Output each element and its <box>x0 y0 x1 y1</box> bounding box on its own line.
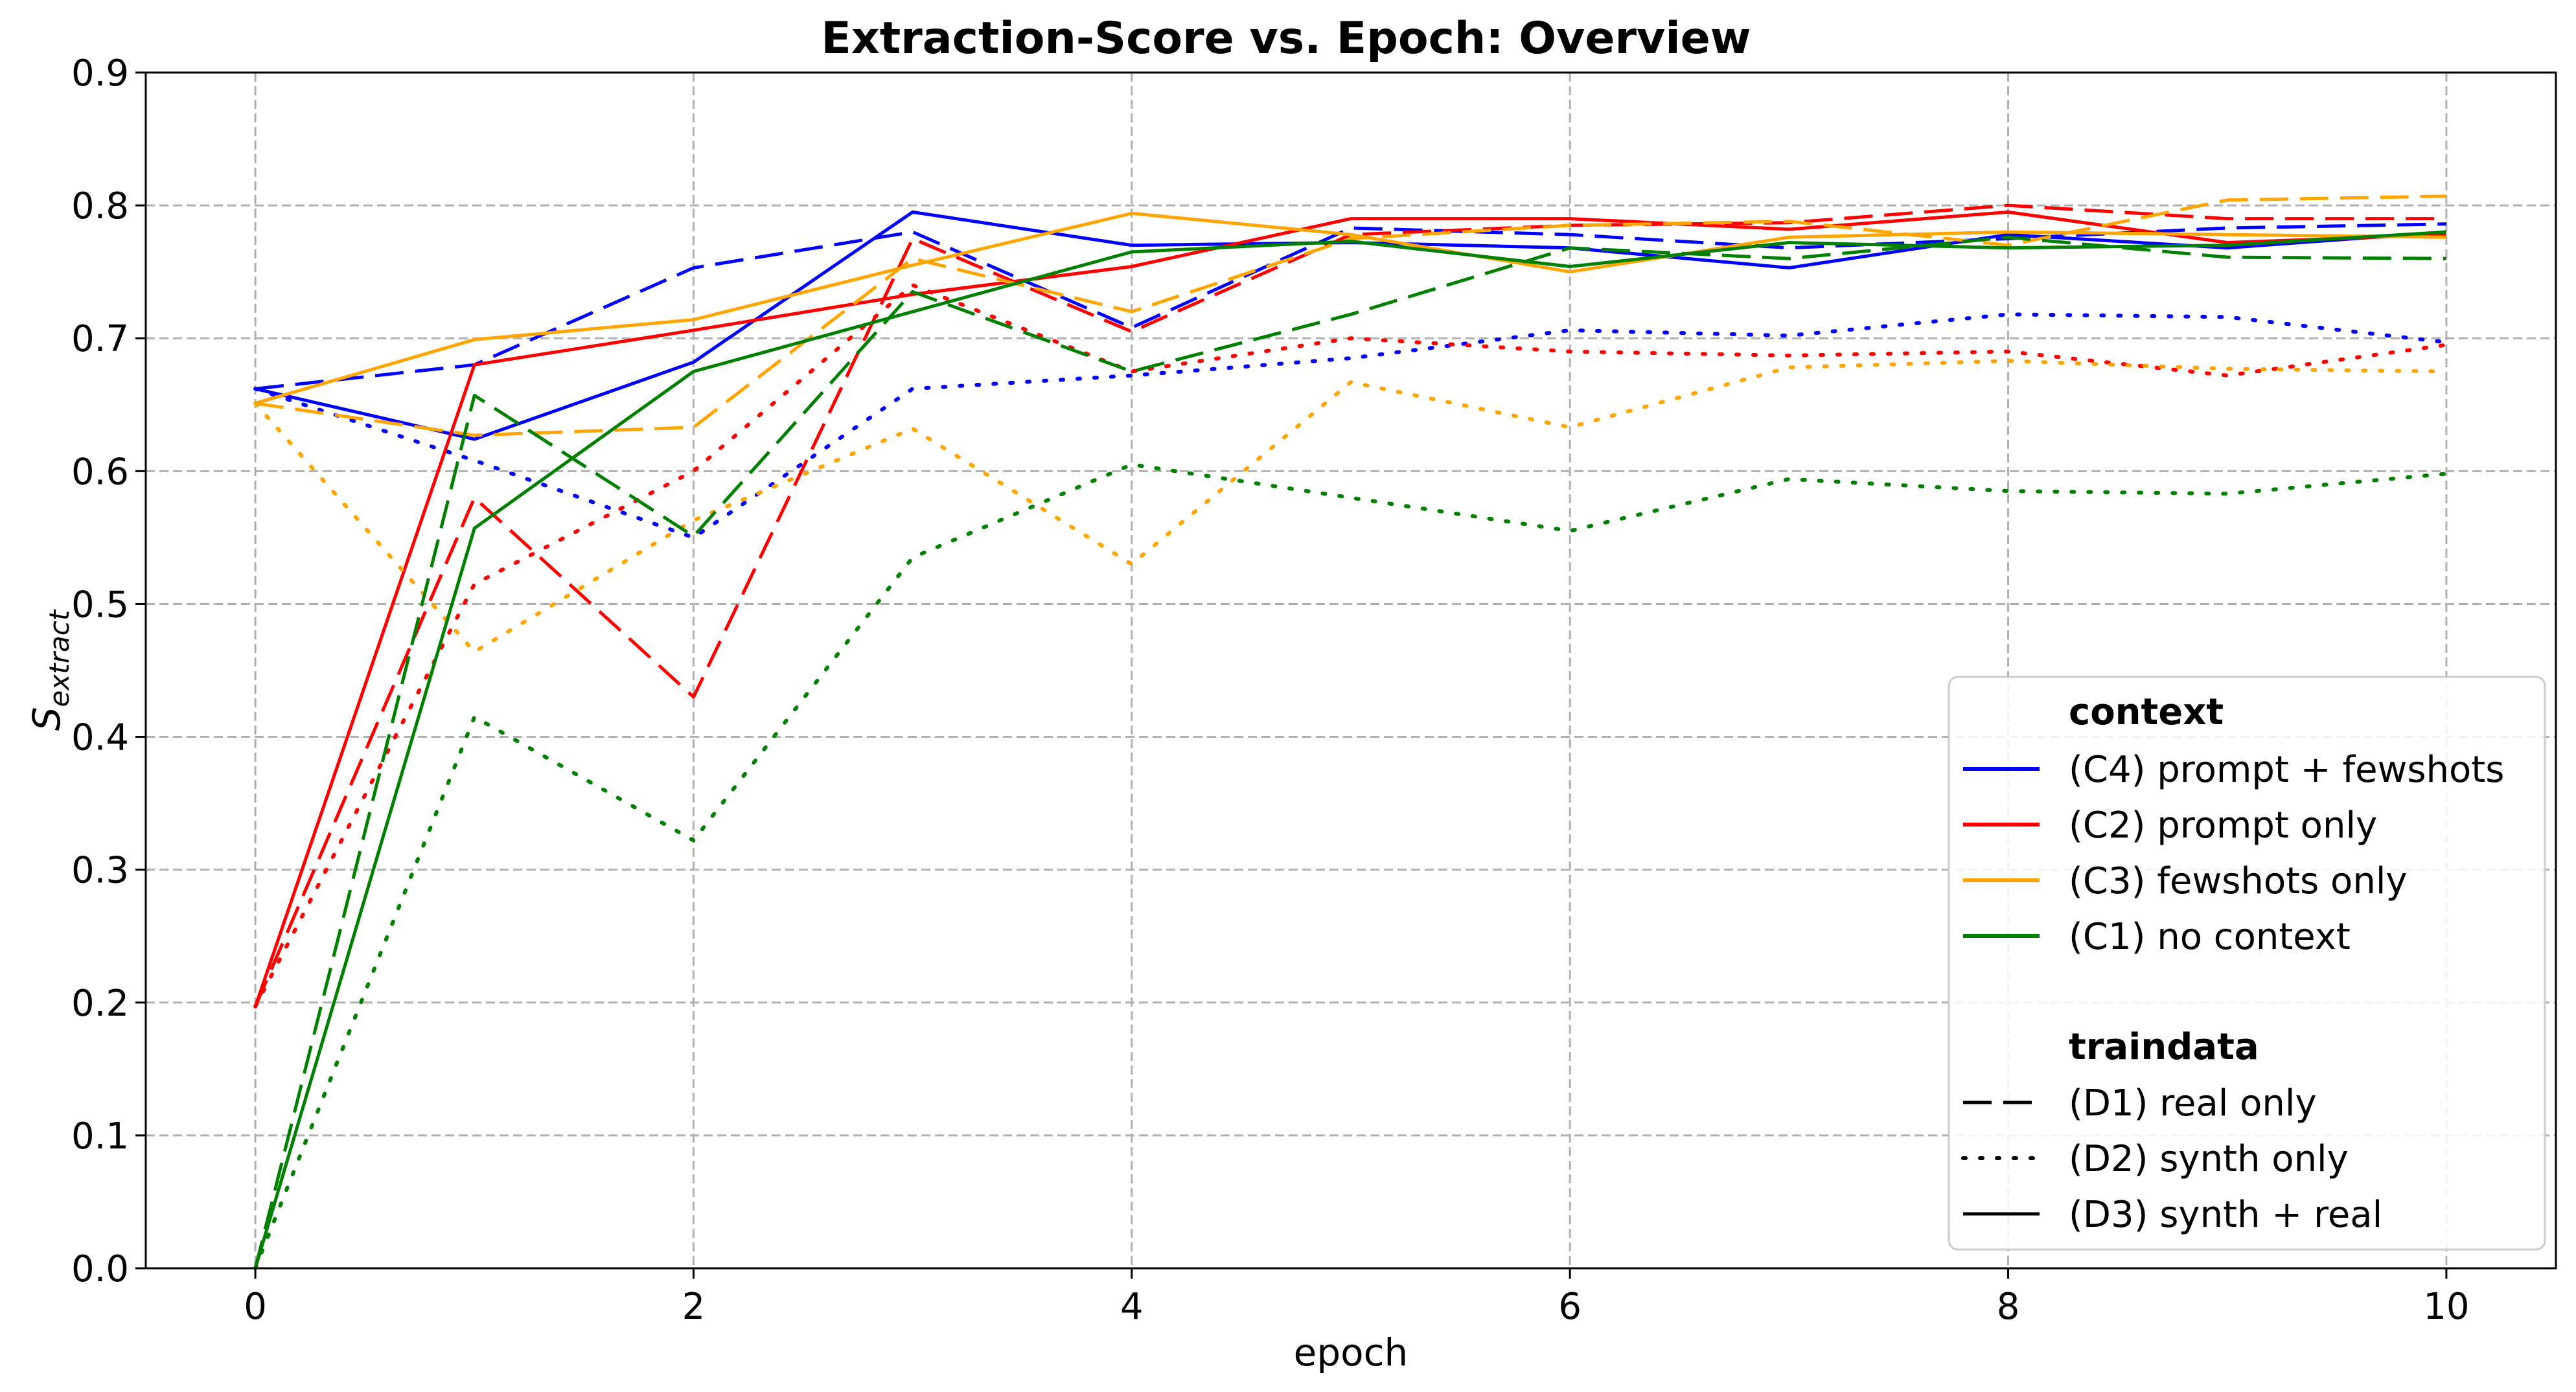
x-tick-label: 6 <box>1558 1286 1581 1328</box>
y-tick-label: 0.7 <box>71 318 129 360</box>
legend-traindata-label: (D2) synth only <box>2069 1138 2349 1180</box>
y-ticks: 0.0 0.1 0.2 0.3 0.4 0.5 0.6 0.7 0.8 0.9 <box>71 52 146 1290</box>
x-axis-label: epoch <box>1294 1330 1409 1375</box>
legend-context-title: context <box>2069 691 2224 733</box>
x-ticks: 0 2 4 6 8 10 <box>244 1268 2470 1328</box>
series-line-c1-d3 <box>253 230 2447 1269</box>
y-tick-label: 0.3 <box>71 850 129 892</box>
y-axis-label-subscript: extract <box>43 609 75 707</box>
y-tick-label: 0.6 <box>71 451 129 493</box>
legend-traindata-title: traindata <box>2069 1026 2259 1068</box>
y-tick-label: 0.1 <box>71 1115 129 1158</box>
data-series <box>253 194 2448 1270</box>
legend-context-label: (C1) no context <box>2069 916 2351 958</box>
y-tick-label: 0.8 <box>71 185 129 227</box>
series-line-c4-d1 <box>255 222 2446 391</box>
y-axis-label: Sextract <box>25 609 75 731</box>
chart-title: Extraction-Score vs. Epoch: Overview <box>821 13 1751 64</box>
x-tick-label: 4 <box>1120 1286 1144 1328</box>
series-line-c3-d2 <box>253 359 2448 654</box>
series-line-c3-d1 <box>255 194 2446 437</box>
legend-traindata-label: (D3) synth + real <box>2069 1194 2382 1236</box>
y-tick-label: 0.4 <box>71 717 129 759</box>
legend: context traindata (C4) prompt + fewshots… <box>1948 676 2546 1251</box>
series-line-c2-d2 <box>253 283 2448 1009</box>
x-tick-label: 10 <box>2423 1286 2469 1328</box>
y-tick-label: 0.5 <box>71 584 129 626</box>
y-tick-label: 0.9 <box>71 52 129 95</box>
series-line-c1-d2 <box>253 462 2448 1270</box>
legend-traindata-label: (D1) real only <box>2069 1082 2317 1124</box>
y-tick-label: 0.0 <box>71 1248 129 1290</box>
y-axis-label-main: S <box>25 707 69 731</box>
y-tick-label: 0.2 <box>71 983 129 1025</box>
legend-context-label: (C3) fewshots only <box>2069 860 2408 902</box>
plot-frame <box>144 71 2557 1270</box>
series-line-c3-d3 <box>255 211 2446 405</box>
legend-context-label: (C2) prompt only <box>2069 804 2377 847</box>
x-tick-label: 0 <box>244 1286 267 1328</box>
legend-box <box>1948 676 2546 1251</box>
legend-context-label: (C4) prompt + fewshots <box>2069 749 2504 791</box>
x-tick-label: 8 <box>1997 1286 2020 1328</box>
series-line-c1-d1 <box>253 235 2446 1269</box>
x-tick-label: 2 <box>682 1286 706 1328</box>
series-line-c2-d3 <box>253 210 2446 1007</box>
